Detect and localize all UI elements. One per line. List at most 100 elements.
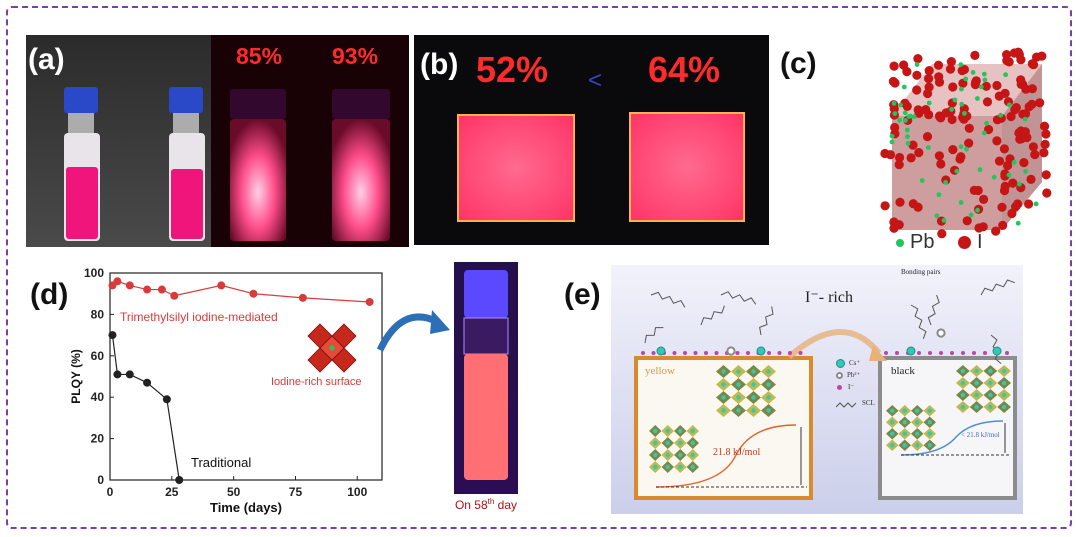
i-atom: [936, 159, 946, 169]
pb-atom: [963, 76, 969, 82]
i-atom: [957, 66, 967, 76]
i-atom: [947, 114, 957, 125]
i-atom: [991, 226, 1001, 236]
i-atom: [982, 97, 993, 107]
iodide-ion: [884, 351, 888, 355]
pb-atom: [984, 120, 989, 126]
pb-atom: [964, 146, 969, 152]
i-atom: [1026, 174, 1036, 184]
panel-a-photo: [26, 35, 409, 247]
pb-atom: [975, 207, 980, 213]
i-atom: [1042, 188, 1052, 198]
series-name-red: Trimethylsilyl iodine-mediated: [120, 310, 278, 324]
pb-atom: [904, 127, 910, 133]
mechanism-diagram: I⁻- rich Bonding pairs yellow black 21.8…: [611, 265, 1023, 514]
i-atom: [895, 152, 905, 163]
i-atom: [1021, 84, 1031, 94]
ligand-chain: [910, 304, 927, 339]
zigzag-icon: [835, 400, 858, 409]
data-point: [175, 476, 184, 484]
pb-atom: [1023, 169, 1028, 174]
series-name-black: Traditional: [191, 455, 251, 470]
i-atom: [998, 220, 1008, 230]
pb-atom: [954, 168, 960, 174]
x-tick-label: 50: [227, 485, 241, 499]
lattice-yellow-bottom: [649, 425, 699, 473]
series-line-black: [111, 335, 180, 481]
panel-b-photo: [457, 112, 745, 222]
i-atom: [924, 74, 934, 84]
legend-i2: I⁻: [836, 381, 875, 393]
plqy-chart: 0 25 50 75 100 0 20 40 60 80 100 Time (days) PLQY (%…: [69, 266, 383, 515]
iodide-ion: [672, 351, 677, 355]
i-atom: [894, 220, 904, 230]
i-atom: [1020, 127, 1030, 137]
panel-b: (b) 52% < 64%: [414, 35, 769, 245]
pb-ion: [936, 328, 946, 338]
iodide-ion: [777, 351, 782, 355]
pb-dot-icon: [896, 238, 904, 247]
pb-atom: [1003, 72, 1008, 78]
data-point: [143, 285, 152, 294]
i-atom: [1000, 181, 1010, 191]
i-atom: [1002, 50, 1012, 60]
i-atom: [964, 123, 974, 133]
pb-atom: [906, 114, 912, 119]
x-tick-label: 100: [347, 485, 367, 499]
pb-atom: [952, 97, 958, 103]
i-atom: [959, 114, 969, 124]
pb-atom: [1006, 172, 1012, 178]
i-atom: [908, 199, 918, 209]
iodide-ion: [895, 351, 899, 355]
i-atom: [1040, 139, 1050, 149]
i-atom: [992, 80, 1002, 91]
data-point: [170, 291, 179, 300]
iodide-ion: [746, 351, 750, 355]
y-tick-label: 100: [84, 266, 104, 280]
lattice-black-top: [956, 365, 1011, 413]
lattice-black-bottom: [886, 405, 936, 451]
pb-atom: [982, 77, 988, 83]
i-atom: [970, 80, 980, 90]
data-point: [143, 378, 152, 387]
pb-atom: [1022, 116, 1028, 122]
pb-atom: [936, 192, 942, 198]
iodide-ion: [961, 351, 965, 355]
i-atom: [974, 223, 984, 233]
panel-d: 0 25 50 75 100 0 20 40 60 80 100 Time (days) PLQY (%…: [30, 262, 430, 524]
iodide-ion: [735, 351, 740, 355]
pb-atom: [1033, 201, 1039, 207]
y-tick-label: 0: [97, 473, 104, 487]
i-atom: [981, 81, 991, 91]
i-atom: [1016, 75, 1026, 85]
pb-atom: [970, 70, 976, 75]
y-tick-label: 80: [91, 307, 105, 321]
i-atom: [1008, 178, 1018, 188]
pb-atom: [919, 178, 925, 183]
i-atom: [880, 201, 890, 211]
i-atom: [1037, 51, 1047, 61]
i-atom: [894, 160, 904, 170]
pb-atom: [959, 86, 964, 92]
series-line-red: [112, 280, 370, 303]
panel-d-label: (d): [30, 278, 69, 311]
i-atom: [956, 152, 966, 162]
y-tick-label: 60: [91, 349, 105, 363]
iodide-ion: [917, 351, 921, 355]
bonding-pairs-label: Bonding pairs: [901, 268, 941, 276]
iodide-ion: [714, 351, 719, 355]
black-phase-box: [878, 356, 1017, 500]
iodide-ion: [683, 351, 687, 355]
panel-e-label: (e): [564, 278, 601, 311]
pb-atom: [934, 213, 940, 219]
i-atom: [921, 105, 931, 115]
cs-ion: [906, 346, 916, 356]
iodide-ion: [950, 351, 954, 355]
mechanism-drawing: [634, 279, 1017, 500]
ligand-chain: [980, 279, 1015, 296]
pb-atom: [902, 110, 908, 116]
i-atom: [937, 229, 947, 239]
i-atom: [997, 202, 1007, 212]
crystal-structure: [880, 47, 1052, 239]
ligand-chain: [650, 291, 686, 308]
